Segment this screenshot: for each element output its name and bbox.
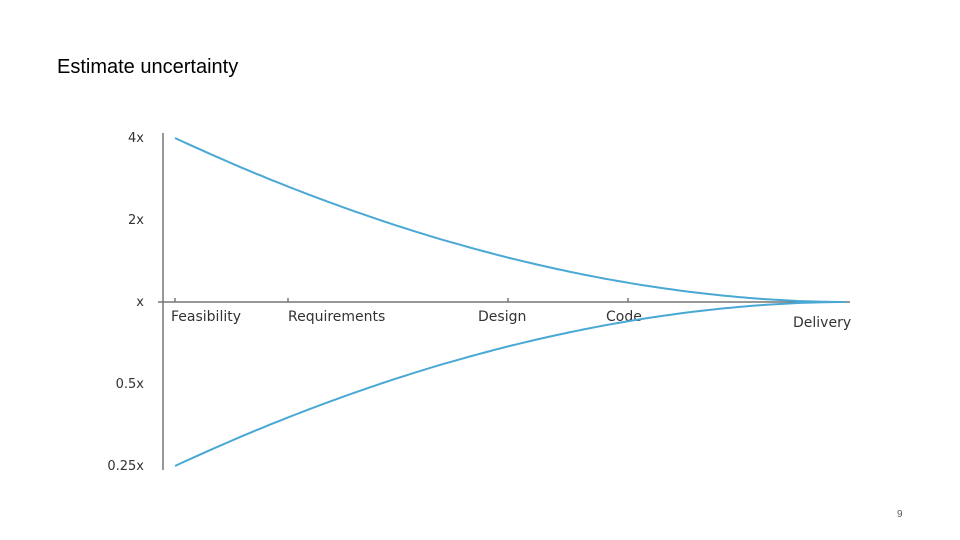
x-category-label: Design: [478, 309, 526, 325]
x-category-labels: Feasibility Requirements Design Code Deliver…: [171, 309, 851, 331]
y-tick-labels: 4x 2x x 0.5x 0.25x: [107, 131, 144, 474]
x-category-label: Requirements: [288, 309, 385, 325]
series-group: [174, 137, 845, 467]
x-category-label: Feasibility: [171, 309, 241, 325]
series-line: [174, 137, 845, 303]
slide-title: Estimate uncertainty: [57, 56, 239, 78]
y-tick-label: 4x: [128, 131, 144, 146]
slide-number: 9: [897, 509, 903, 520]
y-tick-label: 0.25x: [107, 459, 144, 474]
x-category-label: Delivery: [793, 315, 851, 331]
y-tick-label: 0.5x: [116, 377, 145, 392]
y-tick-label: x: [136, 295, 144, 310]
y-tick-label: 2x: [128, 213, 144, 228]
x-ticks: [174, 298, 629, 302]
series-line: [174, 301, 845, 467]
